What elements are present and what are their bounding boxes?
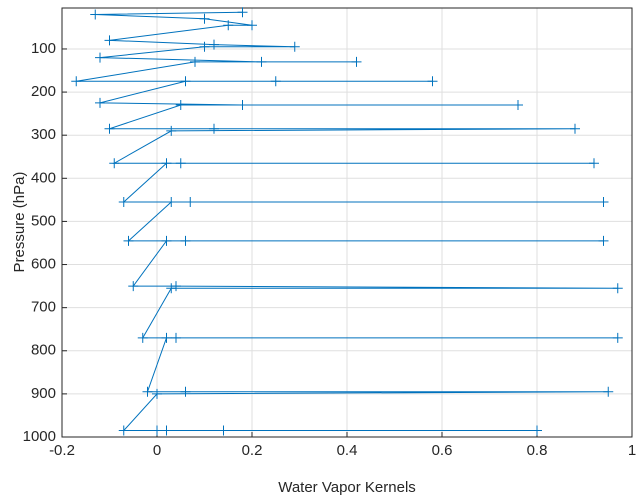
y-tick-label: 800: [31, 342, 56, 359]
y-tick-label: 100: [31, 40, 56, 57]
data-point: [161, 425, 172, 436]
data-point: [95, 97, 105, 108]
data-point: [190, 56, 200, 67]
y-axis-label: Pressure (hPa): [11, 172, 28, 273]
data-point: [532, 425, 542, 436]
data-point: [175, 100, 186, 111]
data-point: [142, 386, 153, 397]
data-point: [171, 281, 181, 292]
y-tick-label: 700: [31, 299, 56, 316]
data-point: [237, 100, 248, 111]
data-point: [152, 388, 162, 399]
data-point: [270, 76, 281, 87]
data-point: [185, 197, 196, 208]
data-point: [71, 76, 82, 87]
data-point: [128, 281, 139, 292]
data-point: [104, 123, 115, 134]
data-point: [612, 332, 623, 343]
y-tick-label: 400: [31, 169, 56, 186]
data-point: [256, 56, 267, 67]
data-point: [199, 13, 210, 24]
x-axis-label: Water Vapor Kernels: [278, 479, 416, 496]
data-point: [289, 41, 300, 52]
data-point: [209, 123, 219, 134]
y-tick-label: 500: [31, 212, 56, 229]
data-point: [598, 197, 609, 208]
x-tick-label: 0.4: [337, 442, 358, 459]
x-tick-label: 0.8: [527, 442, 548, 459]
data-point: [166, 125, 177, 136]
y-tick-label: 1000: [23, 428, 56, 445]
data-point: [104, 35, 115, 46]
data-point: [118, 197, 129, 208]
x-tick-label: 0: [153, 442, 161, 459]
y-tick-label: 900: [31, 385, 56, 402]
data-point: [603, 386, 614, 397]
data-point: [351, 56, 362, 67]
x-tick-label: -0.2: [49, 442, 75, 459]
data-point: [427, 76, 438, 87]
y-tick-label: 600: [31, 256, 56, 273]
data-point: [137, 332, 148, 343]
data-point: [161, 158, 172, 169]
data-point: [218, 425, 229, 436]
data-point: [247, 20, 257, 31]
data-line: [76, 11, 618, 432]
data-point: [237, 7, 248, 18]
y-tick-label: 300: [31, 126, 56, 143]
axes-box: [61, 7, 633, 438]
data-point: [175, 158, 186, 169]
y-tick-label: 200: [31, 83, 56, 100]
data-point: [166, 197, 177, 208]
data-point: [612, 283, 623, 294]
data-point: [180, 386, 191, 397]
data-point: [123, 235, 134, 246]
data-point: [171, 332, 181, 343]
data-point: [223, 20, 234, 31]
data-point: [180, 235, 191, 246]
data-point: [166, 283, 177, 294]
x-tick-label: 0.2: [242, 442, 263, 459]
data-point: [199, 41, 210, 52]
data-point: [118, 425, 129, 436]
x-tick-label: 0.6: [432, 442, 453, 459]
data-point: [161, 235, 172, 246]
data-point: [95, 52, 105, 63]
data-point: [513, 100, 523, 111]
data-point: [152, 425, 162, 436]
data-point: [90, 9, 101, 20]
data-point: [161, 332, 172, 343]
data-point: [589, 158, 599, 169]
data-point: [598, 235, 609, 246]
data-point: [109, 158, 120, 169]
data-point: [570, 123, 580, 134]
data-point: [209, 39, 219, 50]
x-tick-label: 1: [628, 442, 636, 459]
data-point: [180, 76, 191, 87]
